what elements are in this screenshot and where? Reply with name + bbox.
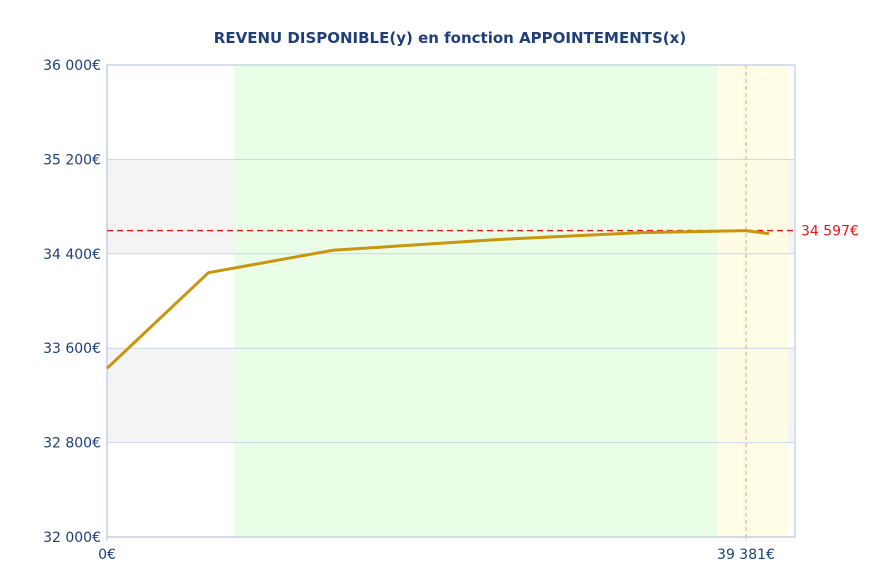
y-tick-label: 32 800€: [43, 436, 101, 452]
x-tick-label: 39 381€: [717, 547, 775, 563]
y-tick-label: 35 200€: [43, 152, 101, 168]
x-tick-label: 0€: [98, 547, 116, 563]
y-tick-label: 32 000€: [43, 530, 101, 546]
x-band-0: [234, 65, 718, 537]
reference-value-label: 34 597€: [801, 224, 859, 240]
x-band-1: [717, 65, 789, 537]
y-tick-label: 36 000€: [43, 58, 101, 74]
plot-area: 32 000€ 32 800€ 33 600€ 34 400€ 35 200€ 36 00…: [43, 58, 859, 563]
y-tick-label: 34 400€: [43, 247, 101, 263]
chart-title: REVENU DISPONIBLE(y) en fonction APPOINT…: [214, 29, 686, 47]
y-tick-label: 33 600€: [43, 341, 101, 357]
